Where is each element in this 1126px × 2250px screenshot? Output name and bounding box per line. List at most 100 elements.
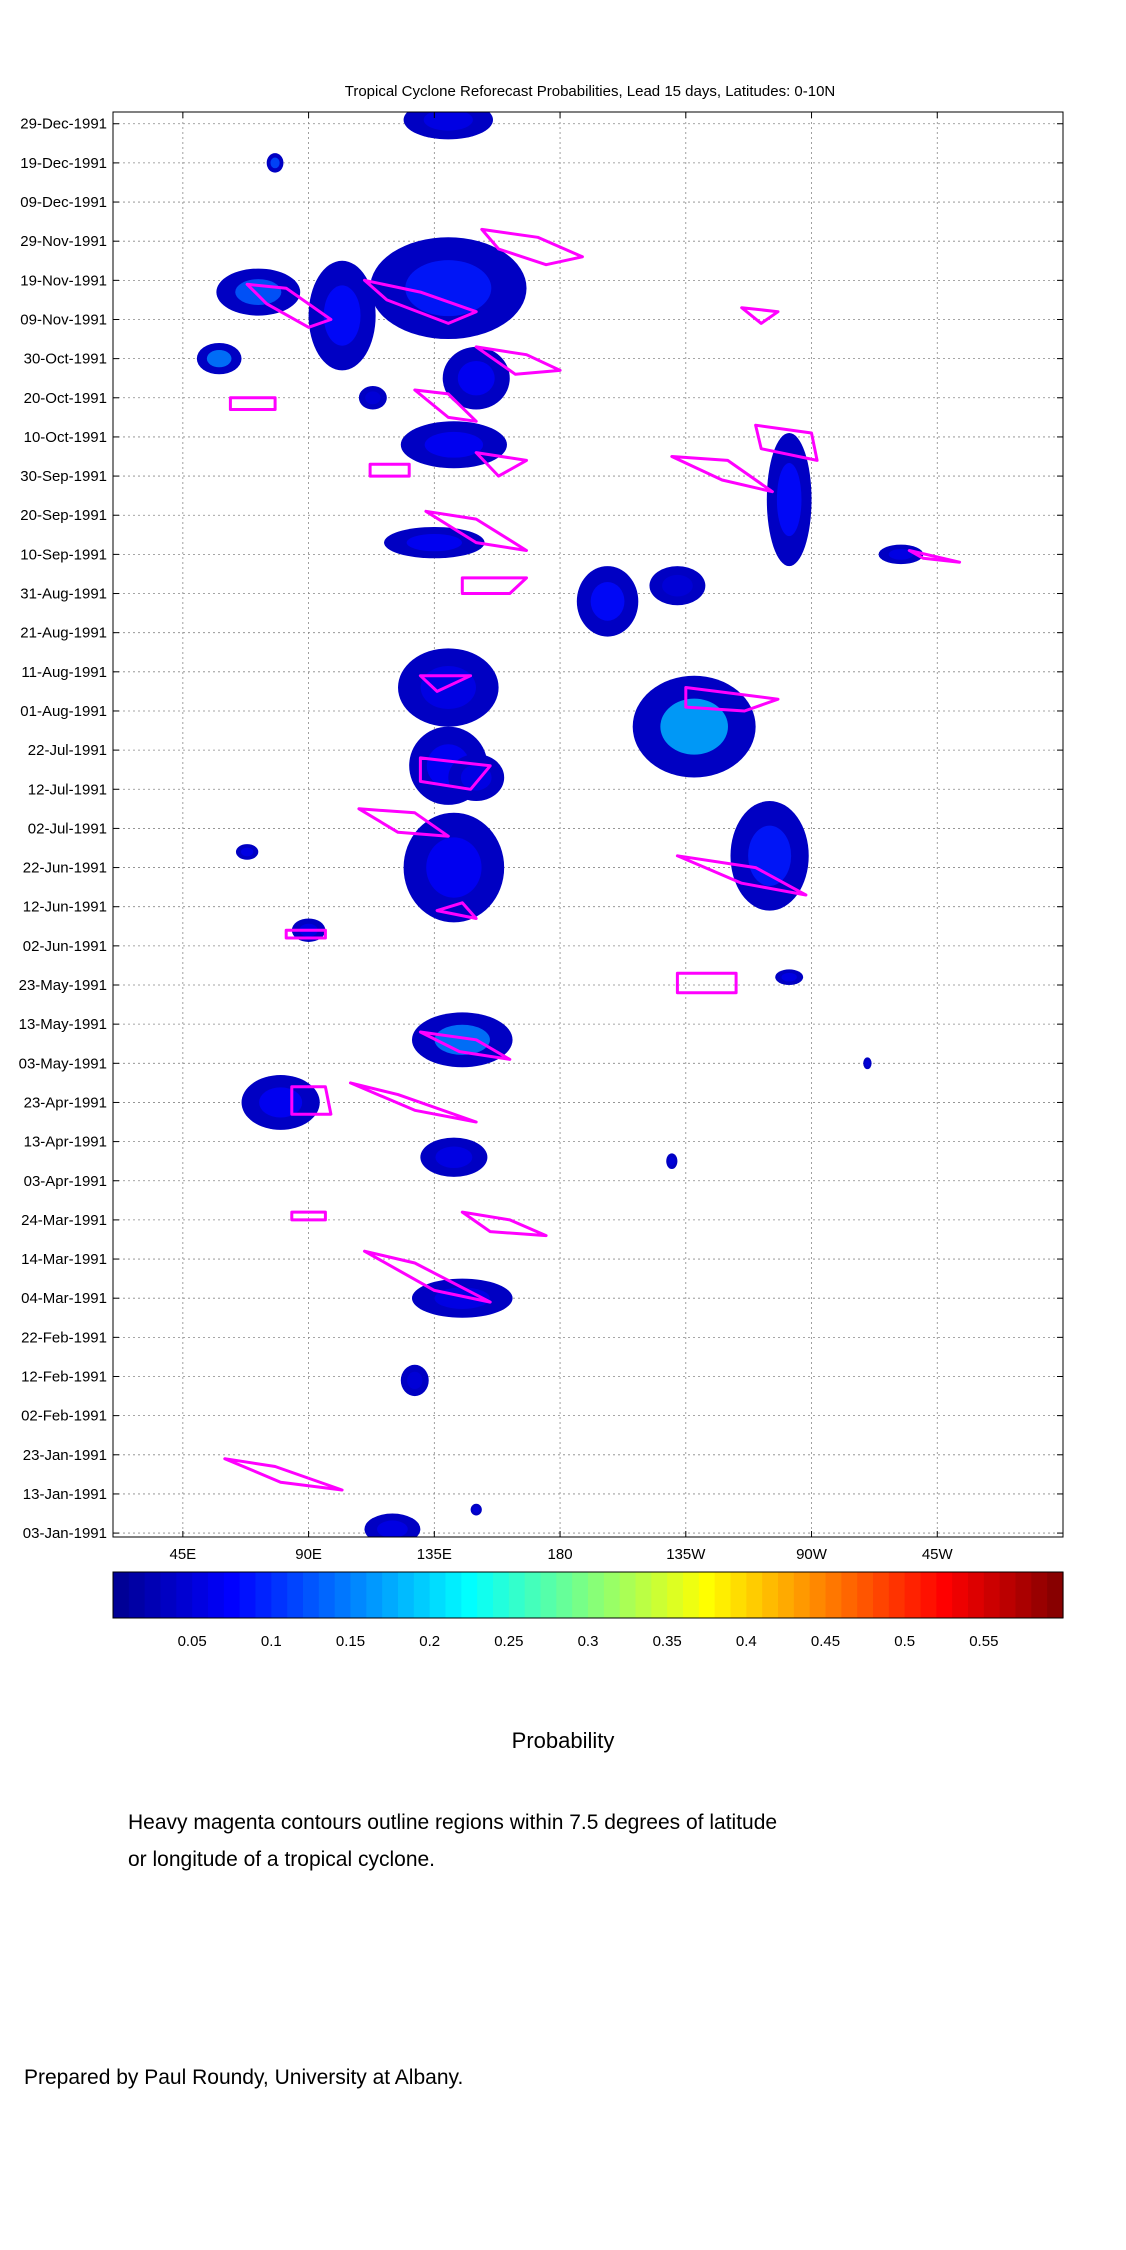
x-tick-label: 180	[548, 1546, 573, 1563]
y-tick-label: 22-Feb-1991	[21, 1329, 107, 1346]
colorbar-swatches	[113, 1572, 1064, 1618]
colorbar-swatch	[619, 1572, 637, 1618]
contour-note-line-2: or longitude of a tropical cyclone.	[128, 1847, 436, 1871]
colorbar-swatch	[303, 1572, 320, 1618]
probability-blob-core	[206, 350, 232, 368]
y-tick-label: 09-Nov-1991	[20, 311, 107, 328]
cyclone-contour	[418, 674, 473, 693]
colorbar-label: Probability	[511, 1728, 615, 1753]
probability-blob	[863, 1057, 872, 1070]
y-tick-label: 30-Sep-1991	[20, 468, 107, 485]
probability-blob	[308, 260, 376, 371]
colorbar-swatch	[936, 1572, 953, 1618]
colorbar-swatch	[603, 1572, 621, 1618]
colorbar-swatch	[572, 1572, 589, 1618]
colorbar-swatch	[144, 1572, 162, 1618]
colorbar-swatch	[223, 1572, 241, 1618]
probability-blob	[216, 268, 301, 316]
cyclone-contour	[474, 451, 528, 478]
colorbar-swatch	[556, 1572, 573, 1618]
y-tick-label: 03-May-1991	[19, 1055, 107, 1072]
colorbar-swatch	[350, 1572, 367, 1618]
probability-blob-core	[776, 462, 802, 537]
colorbar-swatch	[493, 1572, 510, 1618]
colorbar-swatch	[793, 1572, 811, 1618]
colorbar-tick-label: 0.2	[419, 1633, 440, 1650]
probability-blob	[358, 386, 387, 410]
colorbar-swatch	[762, 1572, 779, 1618]
y-tick-label: 22-Jul-1991	[28, 742, 107, 759]
colorbar-frame	[112, 1571, 1064, 1619]
y-tick-label: 21-Aug-1991	[20, 625, 107, 642]
y-tick-label: 30-Oct-1991	[24, 351, 107, 368]
x-tick-label: 90E	[295, 1546, 322, 1563]
probability-blob	[775, 969, 804, 986]
x-tick-label: 135W	[666, 1546, 706, 1563]
cyclone-contour	[368, 462, 411, 478]
probability-blob-core	[240, 847, 254, 857]
colorbar-swatch	[508, 1572, 526, 1618]
y-tick-label: 13-Jan-1991	[23, 1486, 107, 1503]
colorbar-swatch	[160, 1572, 177, 1618]
colorbar-swatch	[176, 1572, 193, 1618]
colorbar-swatch	[999, 1572, 1017, 1618]
cyclone-contour	[418, 1030, 512, 1061]
probability-blob	[470, 1503, 482, 1516]
cyclone-contour	[223, 1457, 344, 1492]
y-tick-label: 13-May-1991	[19, 1016, 107, 1033]
cyclone-contour	[474, 345, 562, 376]
probability-blob-core	[435, 1146, 473, 1169]
y-axis: 03-Jan-1991 13-Jan-1991 23-Jan-1991 02-Feb-…	[19, 116, 1063, 1542]
colorbar-swatch	[255, 1572, 272, 1618]
colorbar-tick-label: 0.45	[811, 1633, 840, 1650]
chart-title: Tropical Cyclone Reforecast Probabilitie…	[345, 83, 836, 100]
colorbar-swatch	[239, 1572, 257, 1618]
colorbar-swatch	[413, 1572, 431, 1618]
probability-blob	[370, 237, 527, 340]
cyclone-contour	[424, 509, 528, 552]
colorbar-swatch	[1031, 1572, 1048, 1618]
plot-area: 03-Jan-1991 13-Jan-1991 23-Jan-1991 02-Feb-…	[19, 111, 1064, 1563]
y-tick-label: 02-Jun-1991	[23, 938, 107, 955]
probability-blob	[766, 433, 812, 567]
y-tick-label: 02-Jul-1991	[28, 820, 107, 837]
colorbar-swatch	[366, 1572, 383, 1618]
colorbar-swatch	[809, 1572, 827, 1618]
colorbar-ticks: 0.05 0.1 0.15 0.2 0.25 0.3 0.35 0.4 0.45 0.5 0.55	[178, 1633, 999, 1650]
y-tick-label: 13-Apr-1991	[24, 1134, 107, 1151]
probability-field	[196, 112, 924, 1537]
y-tick-label: 24-Mar-1991	[21, 1212, 107, 1229]
cyclone-contour	[480, 227, 584, 267]
cyclone-contour	[740, 306, 780, 325]
colorbar-swatch	[920, 1572, 937, 1618]
probability-blob-core	[424, 431, 484, 458]
y-tick-label: 02-Feb-1991	[21, 1408, 107, 1425]
y-tick-label: 03-Jan-1991	[23, 1525, 107, 1542]
x-axis: 45E 90E 135E 180 135W 90W 45W	[170, 112, 954, 1563]
probability-blob	[384, 526, 485, 559]
colorbar-swatch	[714, 1572, 732, 1618]
colorbar-swatch	[398, 1572, 415, 1618]
colorbar-tick-label: 0.35	[653, 1633, 682, 1650]
colorbar-tick-label: 0.1	[261, 1633, 282, 1650]
colorbar-tick-label: 0.05	[178, 1633, 207, 1650]
y-tick-label: 23-Jan-1991	[23, 1447, 107, 1464]
cyclone-contour	[460, 576, 528, 595]
y-tick-label: 23-Apr-1991	[24, 1094, 107, 1111]
colorbar-swatch	[841, 1572, 858, 1618]
y-tick-label: 03-Apr-1991	[24, 1173, 107, 1190]
colorbar-swatch	[334, 1572, 352, 1618]
colorbar-swatch	[698, 1572, 716, 1618]
colorbar-swatch	[778, 1572, 795, 1618]
probability-blob	[196, 342, 242, 375]
colorbar-swatch	[271, 1572, 288, 1618]
colorbar-swatch	[477, 1572, 494, 1618]
cyclone-contour	[290, 1210, 327, 1222]
colorbar-swatch	[968, 1572, 985, 1618]
probability-blob-core	[457, 360, 495, 396]
y-tick-label: 10-Oct-1991	[24, 429, 107, 446]
colorbar-swatch	[524, 1572, 542, 1618]
probability-blob	[400, 421, 507, 469]
colorbar-swatch	[683, 1572, 700, 1618]
colorbar-swatch	[588, 1572, 605, 1618]
